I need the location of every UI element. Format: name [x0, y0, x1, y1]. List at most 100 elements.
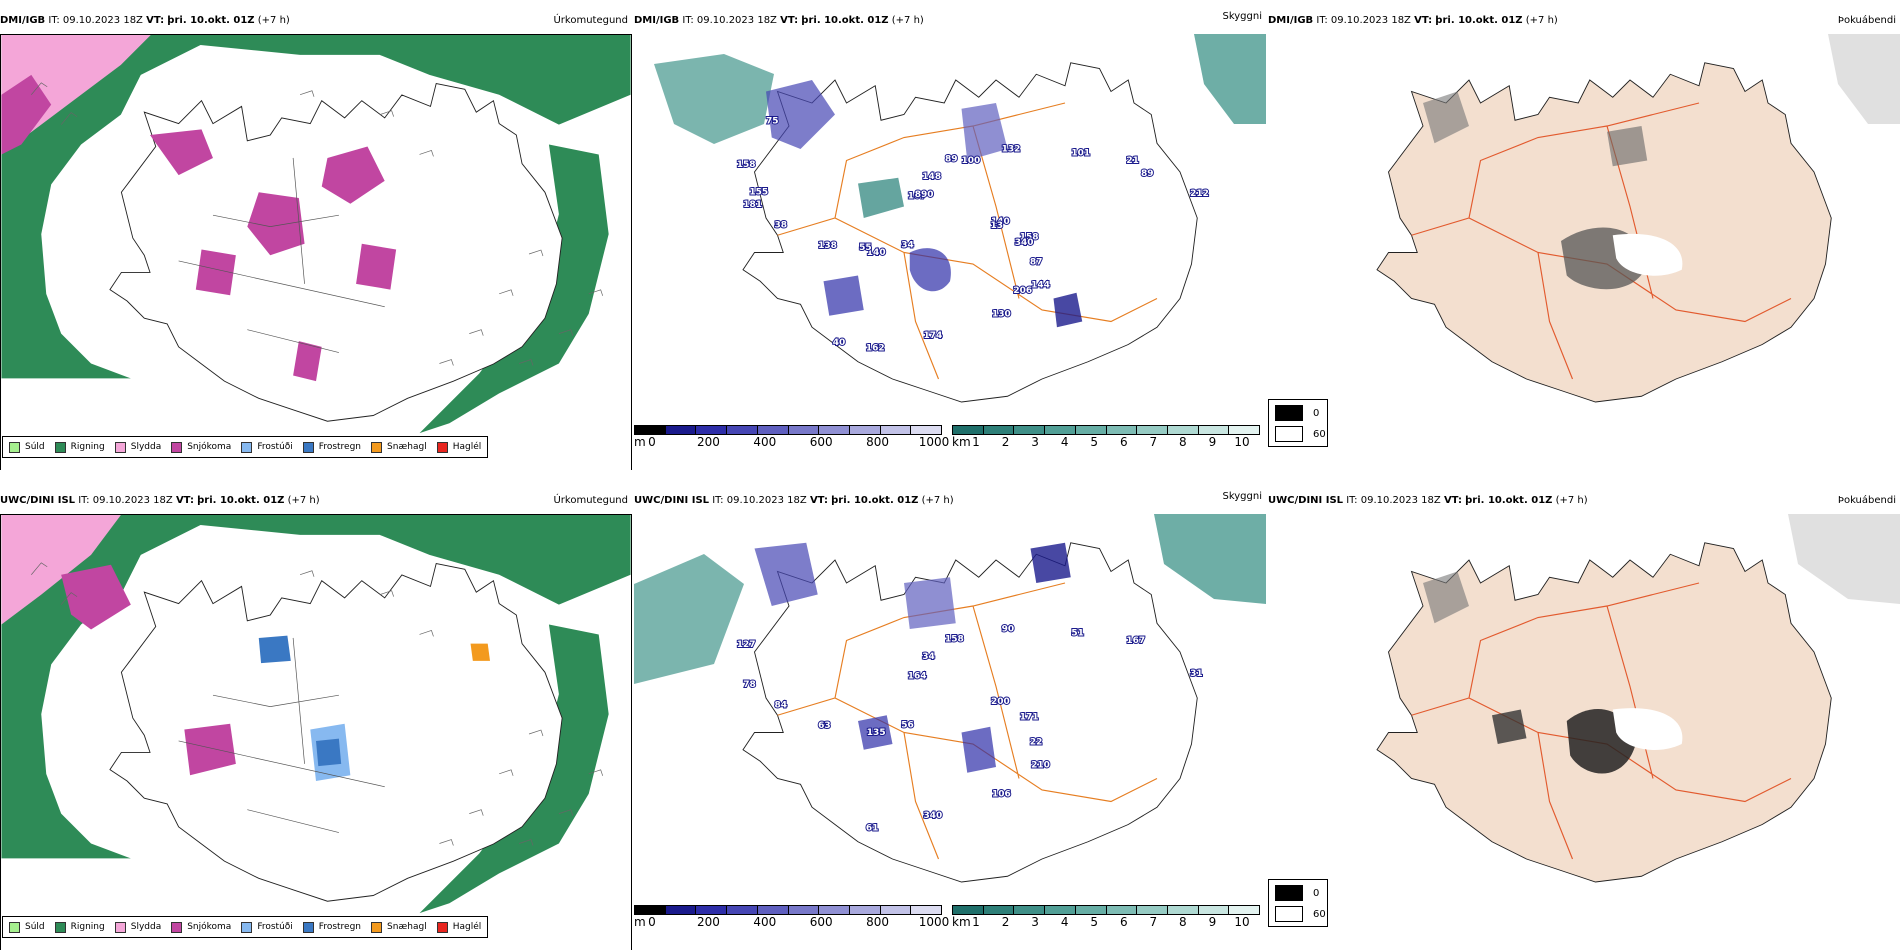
it-label: IT:	[48, 15, 60, 26]
colorbar-tick-label: 200	[696, 435, 720, 449]
legend-label: Haglél	[452, 442, 482, 452]
colorbar-tick-label: 1000	[918, 435, 950, 449]
legend-swatch	[302, 441, 314, 453]
vt-label: VT:	[175, 495, 194, 506]
it-value: 09.10.2023 18Z	[696, 15, 777, 26]
vt-label: VT:	[809, 495, 828, 506]
colorbar-segment	[696, 906, 728, 914]
colorbar-tick-label: 8	[1179, 435, 1187, 449]
visibility-map: 200 135 158 210 78 167 61 164 171 63 90 106 127 31 56 3…	[634, 514, 1266, 904]
legend-swatch	[9, 921, 20, 933]
it-label: IT:	[1346, 495, 1358, 506]
precip-legend: Súld Rigning Slydda Snjókoma Frostúði Frostre…	[2, 916, 489, 938]
colorbar-tick-label: 5	[1090, 435, 1099, 449]
legend-item: Haglél	[436, 441, 482, 453]
colorbar-segment	[757, 426, 789, 434]
cloud-base-value: 89	[1141, 169, 1154, 179]
precip-legend: Súld Rigning Slydda Snjókoma Frostúði Frostre…	[2, 436, 489, 458]
legend-swatch	[371, 441, 383, 453]
legend-label: Snjókoma	[187, 922, 232, 932]
visibility-map: 140 140 89 144 181 21 162 167 158 138 132 130 158 212…	[634, 34, 1266, 424]
precip-type-panel-bottom: UWC/DINI ISL IT: 09.10.2023 18Z VT: þri.…	[0, 490, 632, 950]
cloud-base-value: 206	[1013, 286, 1032, 296]
snow-area	[195, 249, 236, 296]
cloud-base-colorbar: m 0 200 400 600 800 1000	[634, 905, 949, 933]
legend-swatch	[114, 441, 126, 453]
cloud-base-value: 75	[766, 116, 779, 126]
legend-item: Haglél	[436, 921, 482, 933]
cloud-base-value: 38	[775, 220, 788, 230]
colorbar-tick-label: 200	[696, 915, 720, 929]
colorbar-segment	[635, 906, 666, 914]
wind-barbs	[31, 562, 604, 846]
legend-swatch	[302, 921, 314, 933]
colorbar-segment	[1075, 906, 1107, 914]
cloud-base-value: 34	[922, 652, 935, 662]
precip-type-panel-top: DMI/IGB IT: 09.10.2023 18Z VT: þri. 10.o…	[0, 10, 632, 470]
legend-label: Súld	[25, 922, 45, 932]
fog-panel-top: DMI/IGB IT: 09.10.2023 18Z VT: þri. 10.o…	[1268, 10, 1900, 470]
legend-label: Frostregn	[318, 442, 362, 452]
lead-time: (+7 h)	[1555, 495, 1588, 506]
fog-map	[1268, 34, 1900, 424]
vt-label: VT:	[1443, 495, 1462, 506]
model-name: DMI/IGB	[0, 15, 46, 26]
colorbar-segment	[635, 426, 666, 434]
lead-time: (+7 h)	[1525, 15, 1558, 26]
colorbar-segment	[665, 906, 697, 914]
vt-label: VT:	[1414, 15, 1433, 26]
legend-item: Frostúði	[241, 441, 293, 453]
cloud-base-value: 200	[991, 697, 1010, 707]
colorbar-tick-label: 0	[648, 915, 656, 929]
legend-item: Frostúði	[241, 921, 293, 933]
cloud-base-value: 340	[924, 811, 943, 821]
fog-legend: 0 60	[1268, 879, 1328, 927]
cloud-base-value: 89	[945, 155, 958, 165]
legend-swatch	[171, 921, 183, 933]
precip-type-map	[0, 34, 632, 470]
legend-label: Haglél	[452, 922, 482, 932]
cloud-base-value: 890	[915, 190, 934, 200]
cloud-base-value: 135	[867, 728, 886, 738]
colorbar-segment	[1198, 426, 1230, 434]
legend-item: Snjókoma	[171, 441, 231, 453]
legend-swatch	[241, 441, 253, 453]
it-value: 09.10.2023 18Z	[62, 15, 143, 26]
cloud-base-value: 87	[1030, 257, 1043, 267]
colorbar-segment	[819, 906, 850, 914]
field-title: Þokuábendi	[1837, 495, 1896, 506]
rain-area-east	[419, 624, 609, 914]
legend-label: Frostregn	[318, 922, 362, 932]
colorbar-segment	[1167, 426, 1199, 434]
colorbar-tick-label: 600	[809, 435, 833, 449]
panel-header: DMI/IGB IT: 09.10.2023 18Z VT: þri. 10.o…	[634, 10, 1266, 32]
cloud-base-value: 13	[991, 221, 1004, 231]
cloud-base-value: 174	[924, 331, 943, 341]
colorbar-segment	[1106, 426, 1138, 434]
colorbar-tick-label: 1	[972, 435, 980, 449]
colorbar-tick-label: 0	[648, 435, 656, 449]
visibility-unit: km	[952, 915, 971, 929]
legend-label: Rigning	[70, 442, 105, 452]
colorbar-tick-label: 600	[809, 915, 833, 929]
cloud-base-value: 63	[818, 721, 831, 731]
colorbar-segment	[953, 906, 984, 914]
field-title: Skyggni	[1222, 11, 1262, 22]
model-name: UWC/DINI ISL	[0, 495, 76, 506]
cloud-base-value: 40	[833, 338, 846, 348]
rain-area-east	[419, 144, 609, 434]
colorbar-segment	[880, 906, 912, 914]
cloud-base-value: 31	[1190, 669, 1203, 679]
field-title: Úrkomutegund	[553, 495, 628, 506]
wind-barbs	[31, 82, 604, 366]
cloud-base-value: 138	[818, 241, 837, 251]
colorbar-segment	[953, 426, 984, 434]
colorbar-tick-label: 400	[753, 915, 777, 929]
cloud-base-value: 90	[1002, 625, 1015, 635]
snow-area	[150, 129, 213, 176]
snow-pellet-area	[470, 643, 491, 661]
vt-value: þri. 10.okt. 01Z	[197, 495, 285, 506]
legend-swatch	[436, 441, 448, 453]
snow-area	[61, 564, 131, 630]
model-name: UWC/DINI ISL	[1268, 495, 1344, 506]
